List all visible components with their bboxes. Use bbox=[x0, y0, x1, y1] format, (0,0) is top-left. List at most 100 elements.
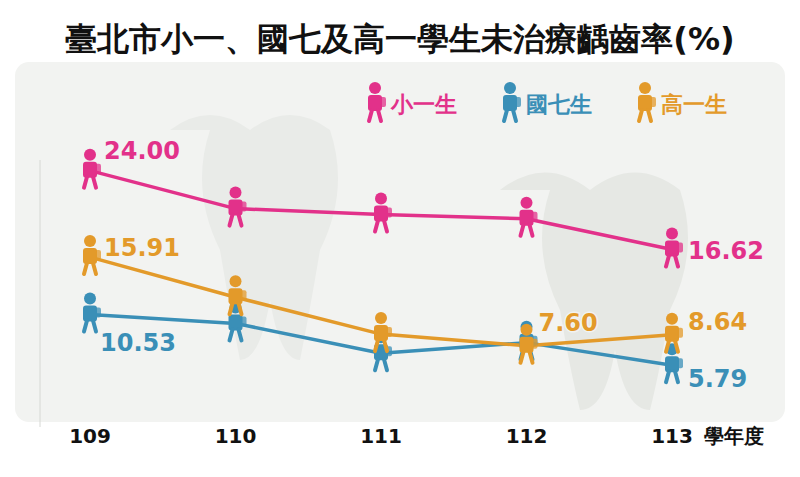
marker-body bbox=[665, 240, 679, 256]
point-marker bbox=[229, 275, 247, 314]
marker-bag bbox=[386, 327, 392, 337]
marker-body bbox=[229, 288, 243, 304]
marker-head bbox=[84, 149, 96, 161]
data-label: 5.79 bbox=[688, 365, 747, 393]
title: 臺北市小一、國七及高一學生未治療齲齒率(%) bbox=[65, 20, 734, 58]
marker-body bbox=[229, 314, 243, 330]
marker-leg bbox=[384, 220, 387, 231]
point-marker bbox=[83, 293, 101, 332]
marker-leg bbox=[375, 340, 378, 351]
marker-leg bbox=[666, 341, 669, 352]
y-axis-line bbox=[40, 160, 41, 427]
data-label: 24.00 bbox=[104, 137, 180, 165]
point-marker bbox=[665, 227, 683, 266]
marker-bag bbox=[532, 339, 538, 349]
point-marker bbox=[229, 187, 247, 226]
legend-icon bbox=[368, 82, 386, 121]
decoration bbox=[170, 115, 338, 360]
marker-body bbox=[665, 326, 679, 342]
marker-bag bbox=[386, 207, 392, 217]
marker-leg bbox=[530, 352, 533, 363]
marker-body bbox=[229, 200, 243, 216]
marker-head bbox=[639, 82, 651, 94]
data-label: 15.91 bbox=[104, 234, 180, 262]
marker-head bbox=[666, 227, 678, 239]
legend-icon bbox=[503, 82, 521, 121]
marker-body bbox=[638, 95, 652, 111]
x-tick-label: 112 bbox=[506, 424, 548, 448]
point-marker bbox=[83, 235, 101, 274]
marker-head bbox=[521, 324, 533, 336]
marker-bag bbox=[95, 308, 101, 318]
marker-leg bbox=[666, 255, 669, 266]
marker-body bbox=[374, 325, 388, 341]
x-axis-title: 學年度 bbox=[704, 424, 764, 448]
lines bbox=[90, 171, 672, 365]
marker-head bbox=[230, 275, 242, 287]
legend-label: 高一生 bbox=[661, 92, 727, 117]
marker-leg bbox=[513, 110, 516, 121]
marker-head bbox=[375, 192, 387, 204]
marker-bag bbox=[515, 97, 521, 107]
marker-leg bbox=[530, 225, 533, 236]
marker-bag bbox=[380, 97, 386, 107]
marker-head bbox=[369, 82, 381, 94]
marker-leg bbox=[239, 215, 242, 226]
marker-body bbox=[520, 210, 534, 226]
marker-leg bbox=[375, 359, 378, 370]
marker-leg bbox=[675, 255, 678, 266]
marker-bag bbox=[95, 250, 101, 260]
decoration bbox=[500, 173, 688, 411]
marker-body bbox=[520, 337, 534, 353]
marker-leg bbox=[230, 215, 233, 226]
marker-bag bbox=[677, 358, 683, 368]
marker-bag bbox=[241, 202, 247, 212]
data-label: 16.62 bbox=[688, 237, 764, 265]
marker-leg bbox=[230, 329, 233, 340]
marker-leg bbox=[639, 110, 642, 121]
marker-leg bbox=[675, 371, 678, 382]
marker-leg bbox=[675, 341, 678, 352]
point-marker bbox=[229, 301, 247, 340]
marker-leg bbox=[504, 110, 507, 121]
legend-label: 國七生 bbox=[526, 92, 592, 117]
point-marker bbox=[665, 313, 683, 352]
marker-bag bbox=[650, 97, 656, 107]
marker-body bbox=[374, 205, 388, 221]
marker-head bbox=[84, 293, 96, 305]
marker-leg bbox=[93, 177, 96, 188]
marker-leg bbox=[375, 220, 378, 231]
marker-leg bbox=[521, 352, 524, 363]
marker-leg bbox=[666, 371, 669, 382]
marker-leg bbox=[84, 263, 87, 274]
marker-bag bbox=[677, 242, 683, 252]
marker-leg bbox=[239, 303, 242, 314]
marker-bag bbox=[677, 328, 683, 338]
marker-body bbox=[503, 95, 517, 111]
marker-bag bbox=[532, 212, 538, 222]
marker-leg bbox=[384, 340, 387, 351]
marker-leg bbox=[378, 110, 381, 121]
marker-leg bbox=[384, 359, 387, 370]
marker-head bbox=[375, 312, 387, 324]
x-tick-label: 111 bbox=[360, 424, 402, 448]
marker-leg bbox=[93, 321, 96, 332]
marker-body bbox=[368, 95, 382, 111]
marker-leg bbox=[93, 263, 96, 274]
legend-label: 小一生 bbox=[390, 92, 457, 117]
series-line bbox=[90, 257, 672, 346]
marker-body bbox=[665, 356, 679, 372]
data-label: 7.60 bbox=[539, 309, 598, 337]
marker-leg bbox=[230, 303, 233, 314]
point-marker bbox=[374, 192, 392, 231]
marker-leg bbox=[369, 110, 372, 121]
point-marker bbox=[374, 312, 392, 351]
marker-leg bbox=[84, 177, 87, 188]
marker-body bbox=[83, 248, 97, 264]
background bbox=[15, 62, 785, 422]
marker-head bbox=[521, 197, 533, 209]
point-marker bbox=[520, 324, 538, 363]
marker-body bbox=[83, 162, 97, 178]
x-tick-label: 113 bbox=[651, 424, 693, 448]
marker-leg bbox=[521, 225, 524, 236]
